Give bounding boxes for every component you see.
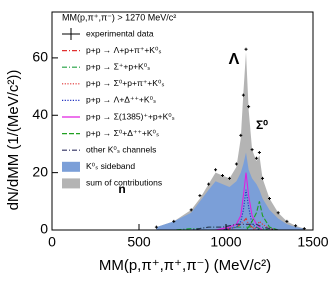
annotation: Λ [229,51,240,68]
area [156,152,305,230]
data-point [198,194,202,198]
data-point [268,196,271,200]
legend-label: p+p → Σ⁰+p+π⁺+K⁰ₛ [86,78,165,88]
plot-frame [51,11,314,231]
legend-label: other K⁰ₛ channels [86,144,156,154]
x-tick-label: 1500 [297,234,328,250]
y-tick-label: 20 [32,163,48,179]
x-tick-label: 1000 [210,234,241,250]
legend-marker [62,28,80,40]
legend-swatch [62,178,80,189]
data-point [261,176,265,180]
legend-label: experimental data [86,28,154,38]
legend-label: sum of contributions [86,178,162,188]
legend-label: p+p → Σ⁰+Δ⁺⁺+K⁰ₛ [86,128,159,138]
line [156,220,305,231]
data-point [221,174,225,177]
data-point [254,156,258,160]
chart-title: MM(p,π⁺,π⁻) > 1270 MeV/c² [62,12,176,22]
data-point [154,225,158,229]
y-tick-label: 40 [32,106,48,122]
legend-swatch [62,161,80,172]
data-point [257,151,261,155]
annotation: n [118,182,125,196]
data-point [207,182,211,186]
data-point [234,162,238,166]
legend-label: p+p → Λ+p+π⁺+K⁰ₛ [86,45,162,55]
line [156,226,305,231]
legend-label: p+p → Σ⁺+p+K⁰ₛ [86,61,150,71]
data-point [241,93,245,97]
data-point [239,133,243,137]
annotation: Σ⁰ [256,118,268,132]
data-point [227,176,231,180]
data-point [172,219,176,223]
legend-label: K⁰ₛ sideband [86,161,135,171]
x-tick-label: 0 [48,234,56,250]
y-tick-label: 0 [40,221,48,237]
legend-label: p+p → Λ+Δ⁺⁺+K⁰ₛ [86,95,156,105]
x-tick-label: 500 [127,234,151,250]
data-point [276,211,280,215]
legend-label: p+p → Σ(1385)⁺+p+K⁰ₛ [86,111,175,121]
data-point [244,47,248,51]
data-point [285,219,289,223]
x-axis-label: MM(p,π⁺,π⁺,π⁻) (MeV/c²) [99,257,271,274]
data-point [189,208,193,212]
y-tick-label: 60 [32,49,48,65]
data-point [250,148,254,152]
data-point [214,168,218,172]
data-point [294,224,298,228]
y-axis-label: dN/dMM (1/(MeV/c²)) [5,70,22,211]
data-point [247,105,251,109]
